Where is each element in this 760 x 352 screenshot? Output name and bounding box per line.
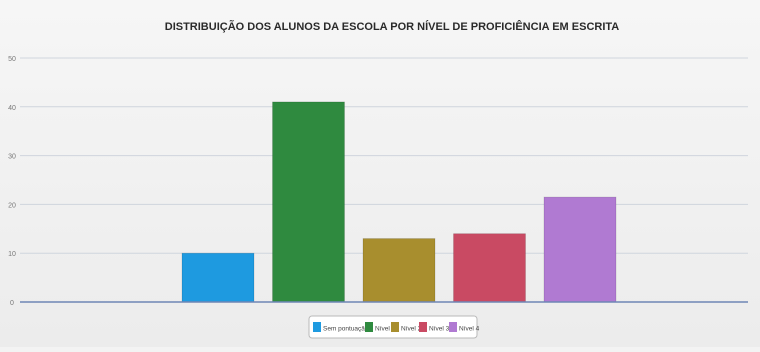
legend-label: Nível 4: [459, 326, 480, 333]
legend-swatch: [313, 322, 321, 332]
y-tick-label: 40: [8, 105, 16, 112]
y-axis-ticks: 0 10 20 30 40 50: [8, 56, 16, 307]
bar: [362, 238, 436, 303]
legend-label: Sem pontuação: [323, 326, 369, 333]
legend-swatch: [449, 322, 457, 332]
y-tick-label: 0: [10, 300, 14, 307]
legend-swatch: [419, 322, 427, 332]
legend: Sem pontuação Nível 1 Nível 2 Nível 3 Nível …: [308, 315, 480, 339]
bar: [543, 196, 617, 303]
y-tick-label: 30: [8, 154, 16, 161]
legend-swatch: [365, 322, 373, 332]
chart-title: DISTRIBUIÇÃO DOS ALUNOS DA ESCOLA POR NÍ…: [165, 20, 620, 33]
bar: [453, 233, 526, 303]
legend-label: Nível 3: [429, 326, 450, 333]
bar: [181, 252, 255, 303]
legend-swatch: [391, 322, 399, 332]
y-tick-label: 10: [8, 251, 16, 258]
bar: [272, 101, 345, 303]
y-tick-label: 20: [8, 202, 16, 209]
legend-label: Nível 2: [401, 326, 422, 333]
y-tick-label: 50: [8, 56, 16, 63]
gridlines: [20, 57, 748, 254]
legend-label: Nível 1: [375, 326, 396, 333]
